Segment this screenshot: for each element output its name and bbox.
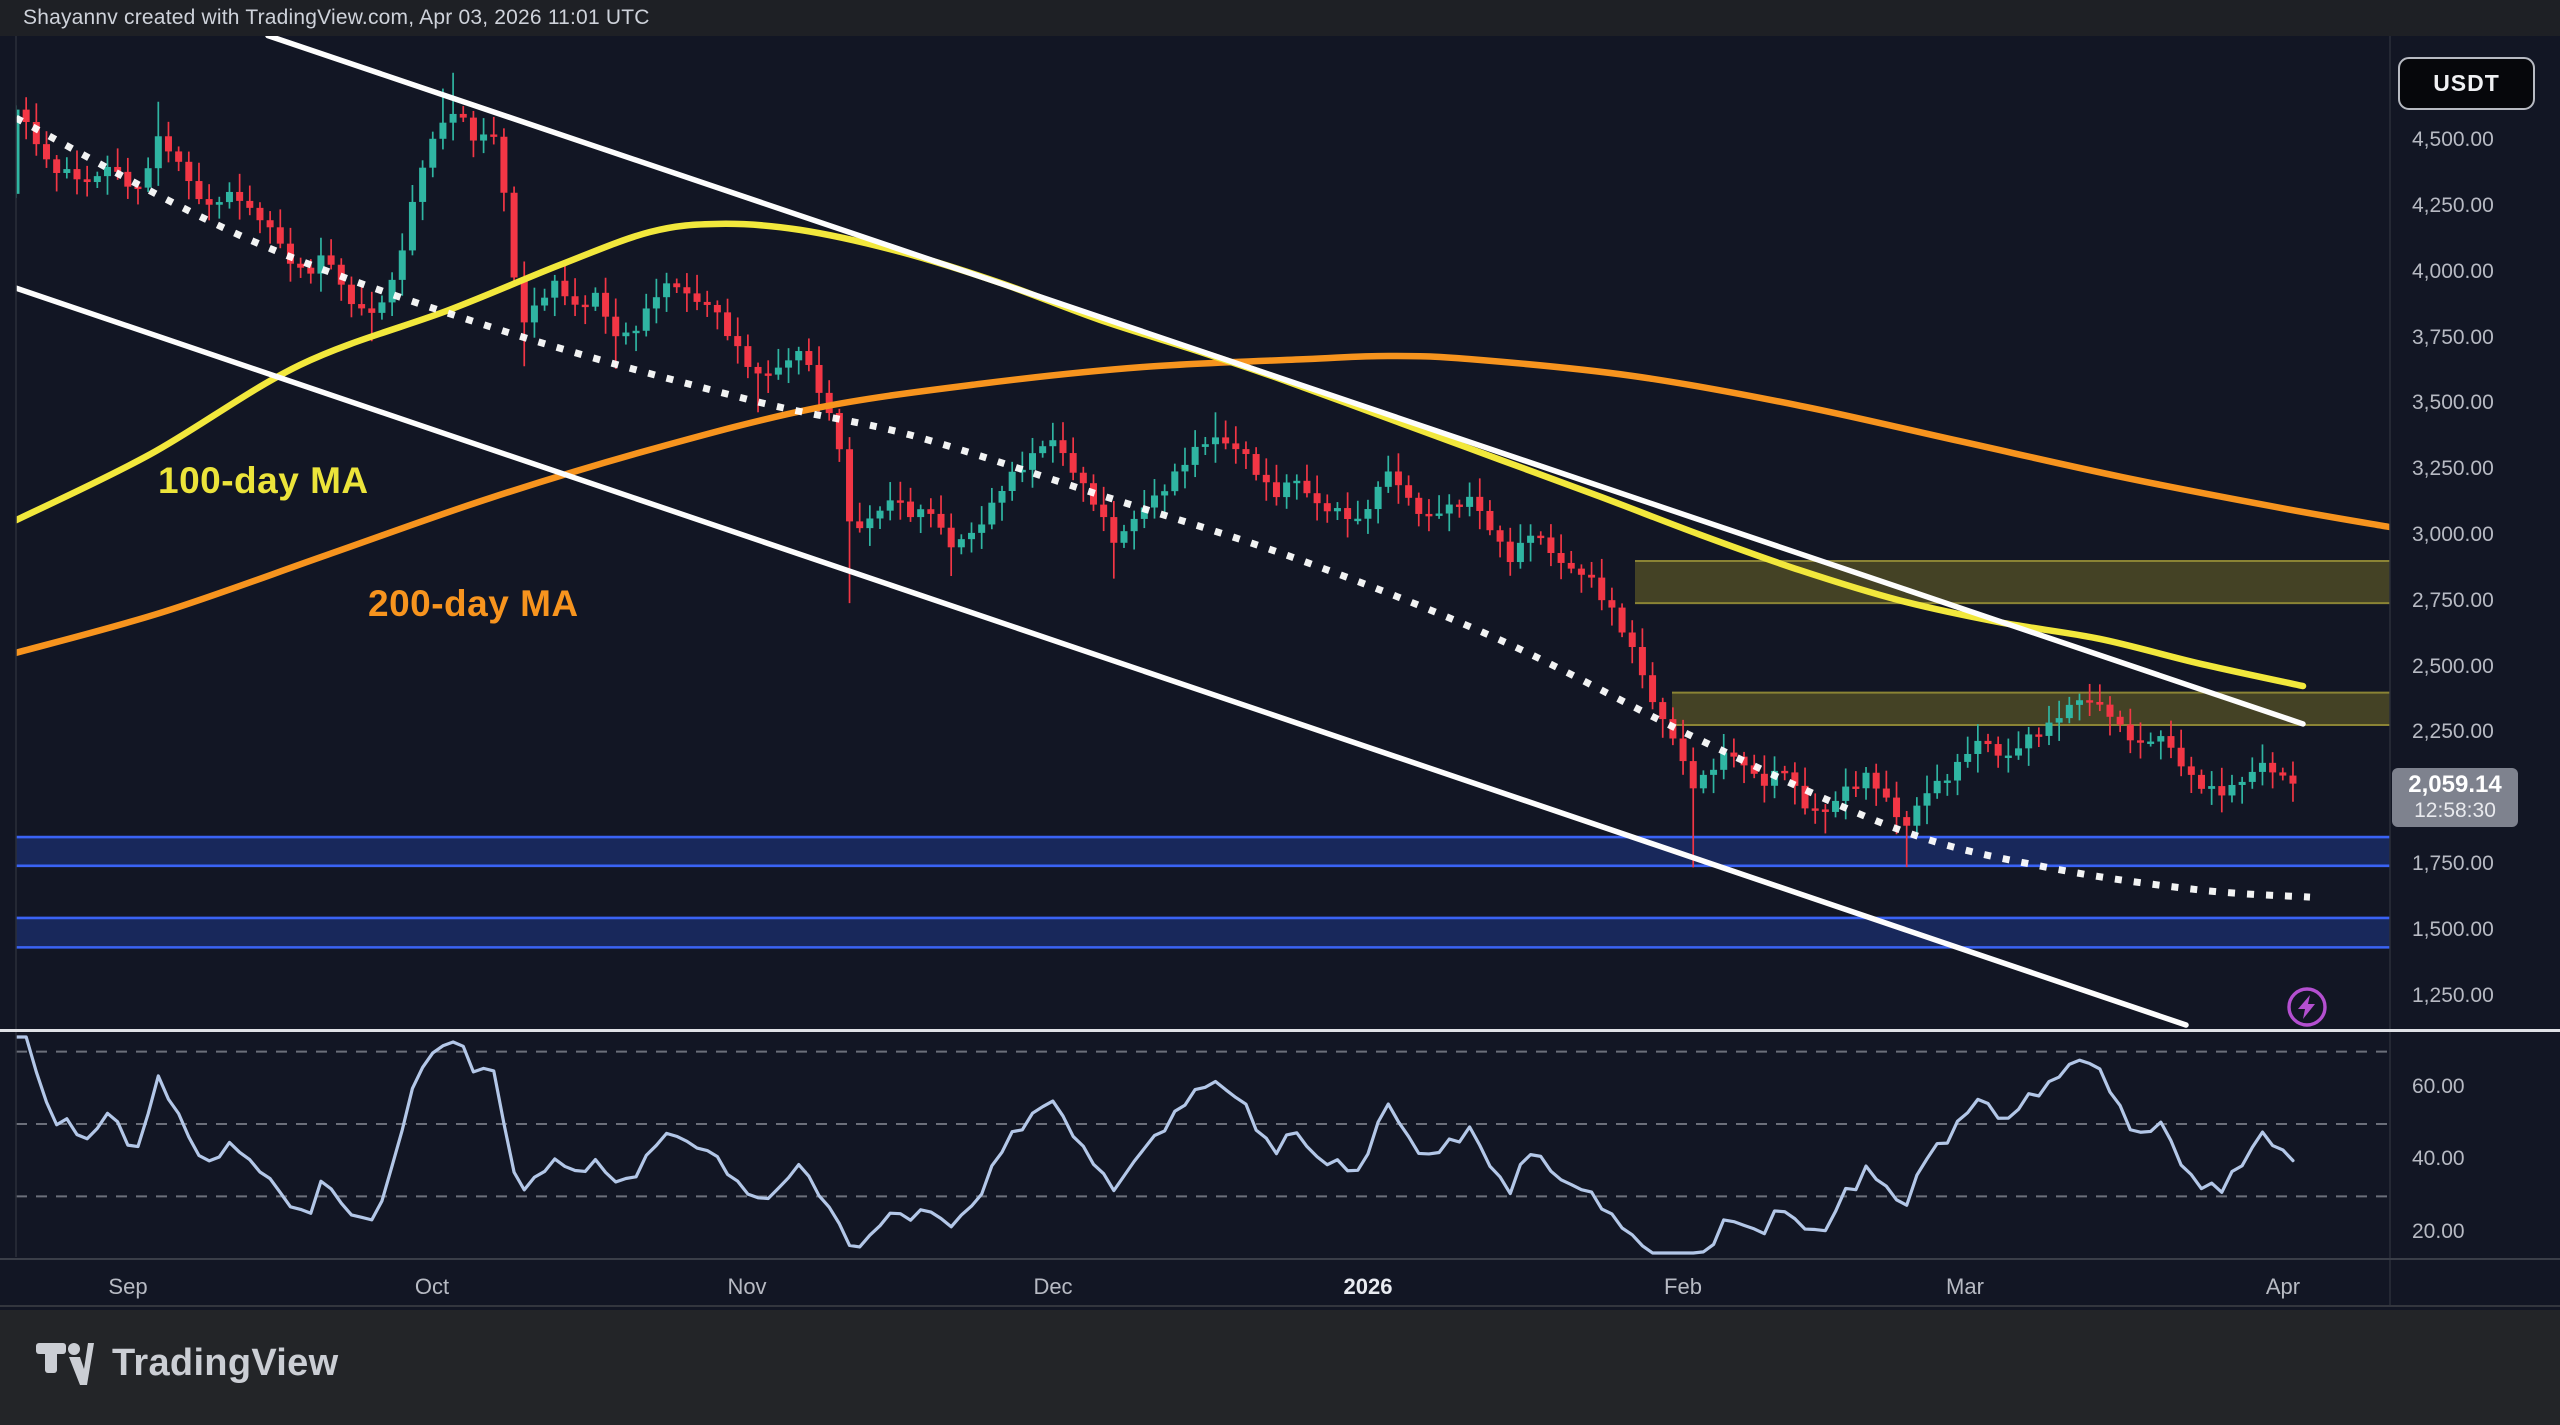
time-axis-label-Dec: Dec <box>1033 1274 1073 1299</box>
price-axis-tick: 3,250.00 <box>2412 457 2494 481</box>
ma100-line <box>16 220 2307 690</box>
support-zone-1750 <box>16 835 2390 868</box>
price-axis-tick: 2,250.00 <box>2412 720 2494 744</box>
attribution-bar: Shayannv created with TradingView.com, A… <box>0 0 2560 36</box>
time-axis-label-Oct: Oct <box>414 1274 450 1299</box>
footer-bar: TradingView <box>0 1310 2560 1425</box>
time-axis-label-Nov: Nov <box>727 1274 767 1299</box>
price-axis-tick: 4,250.00 <box>2412 194 2494 217</box>
resistance-zone-upper <box>1635 560 2390 605</box>
ma200-line <box>16 352 2390 657</box>
price-axis-tick: 2,500.00 <box>2412 654 2494 678</box>
rsi-pane <box>16 1035 2390 1255</box>
price-axis-tick: 1,500.00 <box>2412 917 2494 941</box>
time-axis-label-2026: 2026 <box>1343 1274 1393 1299</box>
currency-badge-label: USDT <box>2433 70 2500 96</box>
candle-close-countdown: 12:58:30 <box>2414 799 2496 823</box>
ma200-label[interactable]: 200-day MA <box>368 583 579 624</box>
resistance-zone-lower <box>1672 691 2390 726</box>
price-axis-tick: 3,750.00 <box>2412 325 2494 349</box>
attribution-text: Shayannv created with TradingView.com, A… <box>23 6 650 29</box>
main-price-pane <box>16 36 2390 1028</box>
lower-channel-line <box>16 285 2189 1028</box>
ma100-label[interactable]: 100-day MA <box>158 460 369 501</box>
upper-channel-line <box>265 36 2306 727</box>
price-axis-tick: 2,750.00 <box>2412 588 2494 612</box>
time-axis-label-Feb: Feb <box>1664 1274 1702 1299</box>
tradingview-logo-icon <box>36 1342 94 1385</box>
rsi-line <box>16 1035 2295 1255</box>
candles <box>16 72 2297 868</box>
lightning-button[interactable] <box>2284 984 2330 1030</box>
time-axis-label-Mar: Mar <box>1946 1274 1984 1299</box>
currency-badge[interactable]: USDT <box>2398 57 2535 110</box>
lightning-icon <box>2287 987 2327 1027</box>
price-axis-tick: 3,000.00 <box>2412 523 2494 546</box>
rsi-axis-tick: 60.00 <box>2412 1074 2465 1098</box>
dotted-midline <box>16 114 2311 901</box>
price-axis-tick: 1,250.00 <box>2412 983 2494 1007</box>
time-axis-label-Apr: Apr <box>2265 1274 2301 1299</box>
price-axis-tick: 4,000.00 <box>2412 259 2494 283</box>
tradingview-wordmark: TradingView <box>112 1342 339 1384</box>
rsi-axis-tick: 40.00 <box>2412 1147 2465 1171</box>
last-price-value: 2,059.14 <box>2408 771 2502 799</box>
price-axis-tick: 4,500.00 <box>2412 128 2494 152</box>
tradingview-logo[interactable]: TradingView <box>36 1342 338 1385</box>
rsi-axis-tick: 20.00 <box>2412 1219 2465 1243</box>
last-price-label: 2,059.14 12:58:30 <box>2392 768 2518 827</box>
time-axis-label-Sep: Sep <box>108 1274 148 1299</box>
price-axis-tick: 3,500.00 <box>2412 391 2494 415</box>
price-axis-tick: 1,750.00 <box>2412 852 2494 875</box>
support-zone-1500 <box>16 916 2390 949</box>
